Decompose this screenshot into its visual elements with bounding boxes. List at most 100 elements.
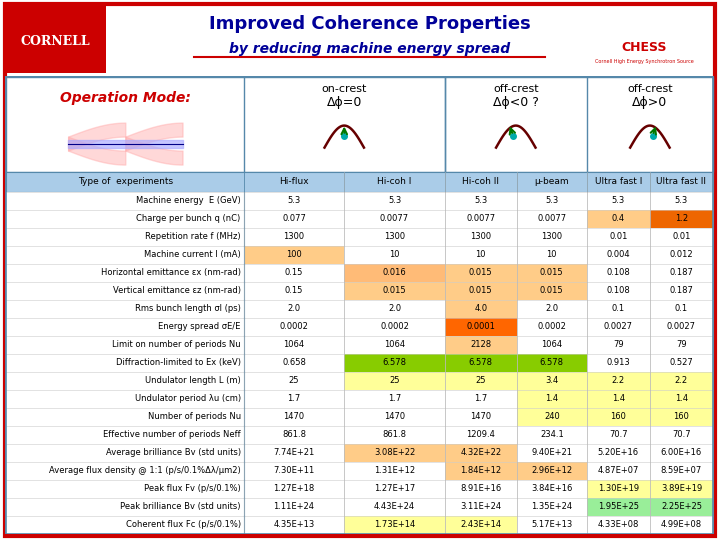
- Bar: [6, 372, 713, 389]
- Bar: [6, 300, 713, 318]
- Bar: [243, 462, 344, 480]
- Text: 0.108: 0.108: [606, 286, 630, 295]
- Text: 0.527: 0.527: [670, 358, 693, 367]
- Bar: [445, 318, 517, 335]
- Bar: [243, 246, 344, 264]
- Text: 3.84E+16: 3.84E+16: [531, 484, 572, 493]
- Text: 0.077: 0.077: [282, 214, 306, 223]
- Bar: [344, 408, 445, 426]
- Bar: [517, 246, 587, 264]
- Bar: [344, 192, 445, 210]
- Text: 4.43E+24: 4.43E+24: [374, 502, 415, 511]
- Bar: [650, 389, 713, 408]
- Text: 2128: 2128: [470, 340, 491, 349]
- Text: 10: 10: [546, 250, 557, 259]
- Bar: [445, 246, 517, 264]
- Text: 5.3: 5.3: [474, 196, 487, 205]
- Text: 1.4: 1.4: [675, 394, 688, 403]
- Bar: [650, 335, 713, 354]
- Text: 0.15: 0.15: [284, 286, 303, 295]
- Bar: [517, 210, 587, 227]
- Bar: [243, 354, 344, 372]
- Text: Horizontal emittance εx (nm-rad): Horizontal emittance εx (nm-rad): [101, 268, 240, 277]
- Bar: [6, 172, 713, 192]
- Text: 0.01: 0.01: [672, 232, 690, 241]
- Bar: [445, 408, 517, 426]
- Text: 0.004: 0.004: [606, 250, 630, 259]
- Bar: [6, 264, 713, 281]
- Text: 79: 79: [613, 340, 624, 349]
- Bar: [344, 335, 445, 354]
- Bar: [344, 227, 445, 246]
- Text: 1.11E+24: 1.11E+24: [274, 502, 315, 511]
- Text: Hi-coh II: Hi-coh II: [462, 177, 499, 186]
- Bar: [344, 443, 445, 462]
- Text: Hi-coh I: Hi-coh I: [377, 177, 412, 186]
- Text: 0.012: 0.012: [670, 250, 693, 259]
- Text: 2.43E+14: 2.43E+14: [460, 520, 501, 529]
- Bar: [587, 497, 650, 516]
- Text: Rms bunch length σl (ps): Rms bunch length σl (ps): [135, 304, 240, 313]
- Bar: [445, 264, 517, 281]
- Bar: [243, 408, 344, 426]
- Bar: [445, 497, 517, 516]
- Bar: [517, 462, 587, 480]
- Text: 0.108: 0.108: [606, 268, 630, 277]
- Bar: [445, 516, 517, 534]
- Text: 2.96E+12: 2.96E+12: [531, 466, 572, 475]
- Bar: [344, 389, 445, 408]
- Bar: [587, 281, 650, 300]
- Text: 1064: 1064: [541, 340, 562, 349]
- Bar: [6, 192, 713, 210]
- Text: 4.35E+13: 4.35E+13: [274, 520, 315, 529]
- Bar: [445, 354, 517, 372]
- Text: 5.3: 5.3: [287, 196, 300, 205]
- Bar: [243, 192, 344, 210]
- Text: 4.99E+08: 4.99E+08: [661, 520, 702, 529]
- Text: 5.3: 5.3: [388, 196, 401, 205]
- Text: Ultra fast I: Ultra fast I: [595, 177, 642, 186]
- Bar: [243, 516, 344, 534]
- Text: 6.578: 6.578: [469, 358, 492, 367]
- Bar: [243, 389, 344, 408]
- Text: CHESS: CHESS: [621, 40, 667, 53]
- Text: 160: 160: [611, 412, 626, 421]
- Bar: [243, 480, 344, 497]
- Text: Repetition rate f (MHz): Repetition rate f (MHz): [145, 232, 240, 241]
- Text: 6.578: 6.578: [540, 358, 564, 367]
- Text: by reducing machine energy spread: by reducing machine energy spread: [229, 42, 510, 56]
- Text: 3.89E+19: 3.89E+19: [661, 484, 702, 493]
- Bar: [445, 372, 517, 389]
- Bar: [243, 372, 344, 389]
- Bar: [344, 354, 445, 372]
- Text: 861.8: 861.8: [282, 430, 306, 439]
- Text: 4.33E+08: 4.33E+08: [598, 520, 639, 529]
- Bar: [517, 281, 587, 300]
- Bar: [650, 462, 713, 480]
- Bar: [517, 300, 587, 318]
- Text: 1470: 1470: [384, 412, 405, 421]
- Text: Average flux density @ 1:1 (p/s/0.1%Δλ/μm2): Average flux density @ 1:1 (p/s/0.1%Δλ/μ…: [49, 466, 240, 475]
- Text: off-crest: off-crest: [627, 84, 672, 93]
- Text: 10: 10: [475, 250, 486, 259]
- Text: 1064: 1064: [384, 340, 405, 349]
- Text: 1.4: 1.4: [612, 394, 625, 403]
- Bar: [517, 443, 587, 462]
- Bar: [445, 210, 517, 227]
- Text: Cornell High Energy Synchrotron Source: Cornell High Energy Synchrotron Source: [595, 58, 693, 64]
- Bar: [587, 408, 650, 426]
- Text: 70.7: 70.7: [672, 430, 690, 439]
- Bar: [650, 516, 713, 534]
- Bar: [650, 426, 713, 443]
- Bar: [243, 426, 344, 443]
- Bar: [587, 462, 650, 480]
- Text: 0.015: 0.015: [469, 268, 492, 277]
- Text: 0.0001: 0.0001: [467, 322, 495, 331]
- Text: 1.31E+12: 1.31E+12: [374, 466, 415, 475]
- Text: 10: 10: [390, 250, 400, 259]
- Bar: [6, 335, 713, 354]
- Bar: [587, 389, 650, 408]
- Text: Vertical emittance εz (nm-rad): Vertical emittance εz (nm-rad): [113, 286, 240, 295]
- Bar: [6, 480, 713, 497]
- Bar: [587, 516, 650, 534]
